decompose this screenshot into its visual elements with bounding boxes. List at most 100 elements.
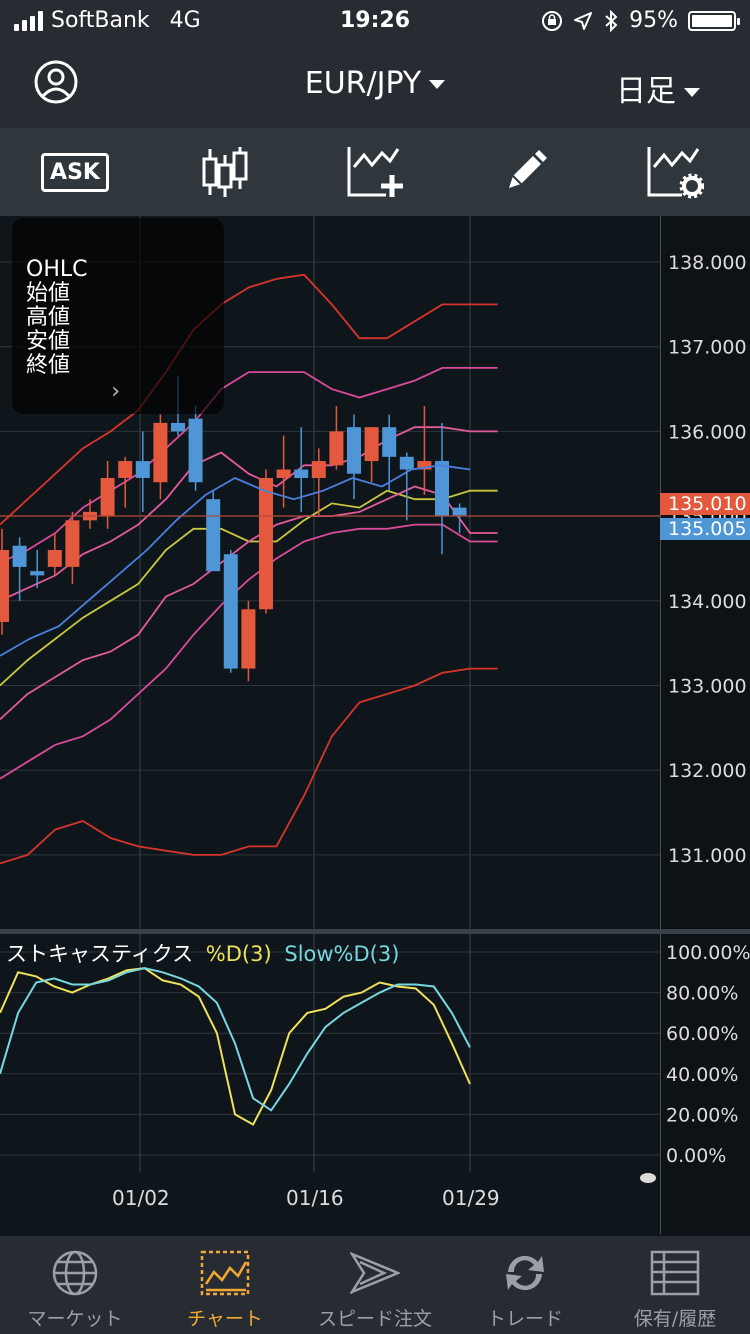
stochastic-tick-label: 60.00% [666, 1023, 738, 1045]
stochastic-d-label: Slow%D(3) [284, 942, 400, 966]
indicator-settings-icon [647, 147, 704, 199]
low-label: 安値 [26, 329, 71, 354]
bollinger-lower3-line [0, 667, 498, 865]
tab-chart[interactable]: チャート [150, 1236, 300, 1334]
candle-body [171, 422, 185, 432]
candle-body [382, 427, 397, 457]
price-tick-label: 133.000 [668, 676, 747, 698]
period-label: 日足 [616, 74, 676, 109]
bollinger-upper2-line [0, 366, 498, 564]
bollinger-upper3-line [0, 273, 498, 526]
candle-body [347, 427, 361, 474]
candle-body [364, 427, 379, 462]
open-label: 始値 [26, 281, 71, 306]
chevron-down-icon [684, 88, 700, 97]
signal-icon [14, 10, 43, 31]
draw-tool-button[interactable] [493, 140, 557, 204]
account-icon[interactable] [34, 60, 78, 104]
candle-body [417, 461, 432, 470]
chart-toolbar: ASK [0, 128, 750, 216]
nav-bar: EUR/JPY 日足 [0, 42, 750, 128]
panel-separator [0, 929, 750, 934]
tab-trade[interactable]: トレード [450, 1236, 600, 1334]
scroll-indicator [640, 1173, 656, 1183]
tab-label: スピード注文 [317, 1308, 432, 1330]
stochastic-series-line [0, 967, 471, 1112]
ask-price-tag: 135.010 [660, 493, 750, 515]
globe-icon [52, 1250, 98, 1296]
currency-pair-selector[interactable]: EUR/JPY [0, 66, 750, 101]
candle-body [135, 461, 150, 478]
carrier-group: SoftBank 4G [14, 8, 201, 33]
candle-body [329, 431, 344, 466]
candle-body [65, 520, 80, 567]
candle-body [206, 499, 221, 572]
ohlc-info-panel[interactable]: OHLC 始値 高値 安値 終値 › [12, 218, 224, 414]
status-right: 95% [541, 8, 740, 33]
candle-body [153, 422, 168, 483]
status-bar: SoftBank 4G 19:26 95% [0, 0, 750, 42]
battery-icon [688, 10, 740, 31]
chart-icon [200, 1250, 250, 1296]
tab-label: チャート [187, 1308, 263, 1330]
bollinger-upper1-line [0, 426, 498, 602]
high-label: 高値 [26, 305, 71, 330]
candle-body [0, 549, 9, 622]
currency-pair: EUR/JPY [304, 66, 422, 101]
ask-bid-toggle-button[interactable]: ASK [41, 140, 109, 204]
indicator-settings-button[interactable] [643, 140, 707, 204]
price-tick-label: 138.000 [668, 252, 747, 274]
bid-price-tag: 135.005 [660, 518, 750, 540]
tab-bar: マーケット チャート スピード注文 トレード [0, 1236, 750, 1334]
price-tick-label: 134.000 [668, 591, 747, 613]
ohlc-label: OHLC [26, 257, 88, 282]
location-icon [574, 11, 593, 30]
stochastic-tick-label: 100.00% [666, 942, 750, 964]
tab-speed-order[interactable]: スピード注文 [300, 1236, 450, 1334]
network-type: 4G [169, 8, 201, 33]
candle-body [118, 461, 133, 478]
ask-label: ASK [41, 152, 109, 192]
candle-body [276, 469, 291, 478]
bluetooth-icon [605, 9, 618, 32]
candle-body [241, 609, 256, 669]
x-axis-label: 01/16 [286, 1186, 344, 1210]
candle-body [12, 545, 27, 567]
add-indicator-button[interactable] [343, 140, 407, 204]
pencil-icon [509, 150, 547, 188]
candle-body [435, 461, 449, 517]
stochastic-tick-label: 40.00% [666, 1064, 738, 1086]
stochastic-title: ストキャスティクス [6, 942, 194, 966]
refresh-icon [506, 1255, 544, 1291]
candle-body [47, 549, 62, 567]
chevron-down-icon [429, 80, 446, 89]
tab-market[interactable]: マーケット [0, 1236, 150, 1334]
candle-body [30, 571, 45, 576]
x-axis-label: 01/29 [442, 1186, 500, 1210]
chevron-right-icon: › [111, 379, 120, 404]
price-tick-label: 132.000 [668, 760, 747, 782]
stochastic-legend: ストキャスティクス %D(3) Slow%D(3) [6, 938, 399, 968]
moving-average-line [0, 464, 471, 657]
candle-body [452, 507, 467, 516]
candle-body [223, 554, 238, 669]
candle-body [259, 477, 273, 610]
candle-body [311, 461, 326, 478]
bollinger-lower2-line [0, 523, 498, 780]
stochastic-k-label: %D(3) [205, 942, 272, 966]
carrier-name: SoftBank [51, 8, 150, 33]
price-tick-label: 137.000 [668, 337, 747, 359]
speed-arrow-icon [350, 1251, 400, 1295]
period-selector[interactable]: 日足 [616, 66, 700, 110]
rotation-lock-icon [542, 10, 563, 31]
bollinger-lower1-line [0, 485, 498, 721]
clock: 19:26 [339, 8, 411, 33]
candlestick-icon [202, 147, 248, 197]
battery-percent: 95% [629, 8, 678, 33]
add-indicator-icon [347, 147, 403, 197]
tab-holdings-history[interactable]: 保有/履歴 [600, 1236, 750, 1334]
chart-type-button[interactable] [193, 140, 257, 204]
list-icon [650, 1250, 700, 1296]
price-tick-label: 131.000 [668, 845, 747, 867]
